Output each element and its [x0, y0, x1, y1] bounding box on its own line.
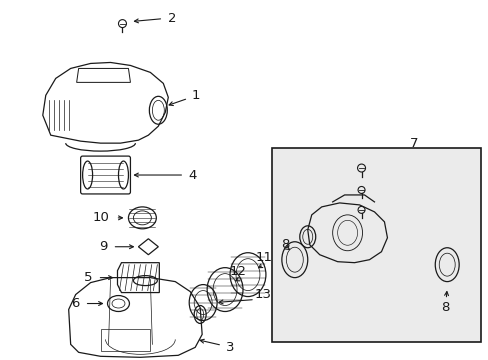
Bar	[101, 329, 150, 351]
Text: 3: 3	[225, 341, 234, 354]
Text: 13: 13	[254, 288, 271, 301]
Text: 8: 8	[440, 301, 448, 314]
Text: 5: 5	[84, 271, 93, 284]
Text: 6: 6	[71, 297, 80, 310]
Text: 7: 7	[409, 137, 418, 150]
Text: 8: 8	[280, 238, 288, 251]
Text: 1: 1	[192, 89, 200, 102]
Text: 10: 10	[92, 211, 109, 224]
Text: 4: 4	[187, 168, 196, 181]
Bar	[271, 148, 480, 342]
Text: 9: 9	[99, 240, 107, 253]
Text: 11: 11	[255, 251, 272, 264]
Text: 2: 2	[168, 12, 176, 25]
Text: 12: 12	[229, 265, 246, 278]
